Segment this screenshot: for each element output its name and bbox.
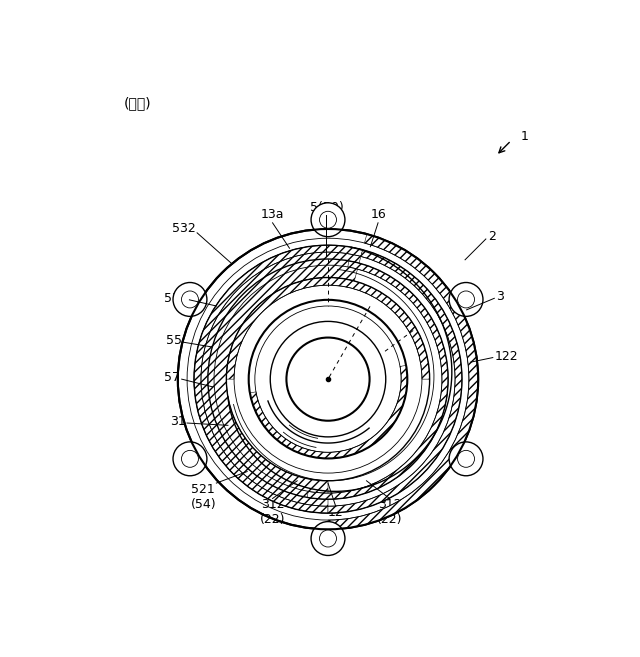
Wedge shape	[227, 277, 429, 379]
Text: 122: 122	[494, 350, 518, 363]
Circle shape	[173, 442, 207, 476]
Text: 532: 532	[172, 223, 196, 235]
Wedge shape	[328, 234, 478, 530]
Circle shape	[458, 291, 474, 308]
Circle shape	[311, 522, 345, 555]
Text: 12: 12	[328, 506, 344, 519]
Circle shape	[319, 530, 337, 547]
Text: 2: 2	[488, 230, 496, 243]
Text: 1: 1	[520, 130, 529, 143]
Circle shape	[311, 203, 345, 237]
Circle shape	[449, 442, 483, 476]
Text: 13a: 13a	[261, 208, 284, 221]
Text: 312
(22): 312 (22)	[260, 499, 285, 526]
Circle shape	[458, 450, 474, 467]
Circle shape	[173, 283, 207, 317]
Text: 16: 16	[370, 208, 386, 221]
Text: 31: 31	[170, 415, 186, 428]
Circle shape	[270, 321, 386, 437]
Text: 55: 55	[166, 334, 182, 347]
Circle shape	[449, 283, 483, 317]
Circle shape	[182, 450, 198, 467]
Text: (図２): (図２)	[124, 96, 152, 110]
Circle shape	[178, 229, 478, 530]
Text: 521
(54): 521 (54)	[191, 483, 216, 511]
Text: 551: 551	[164, 292, 188, 305]
Circle shape	[182, 291, 198, 308]
Wedge shape	[328, 250, 462, 513]
Wedge shape	[250, 365, 407, 459]
Wedge shape	[194, 245, 363, 513]
Text: 3: 3	[496, 290, 504, 304]
Text: 57: 57	[164, 371, 180, 384]
Text: 312
(22): 312 (22)	[377, 499, 403, 526]
Text: 5(50): 5(50)	[310, 200, 343, 214]
Wedge shape	[307, 261, 448, 499]
Circle shape	[319, 212, 337, 228]
Wedge shape	[194, 245, 363, 513]
Circle shape	[287, 338, 369, 420]
